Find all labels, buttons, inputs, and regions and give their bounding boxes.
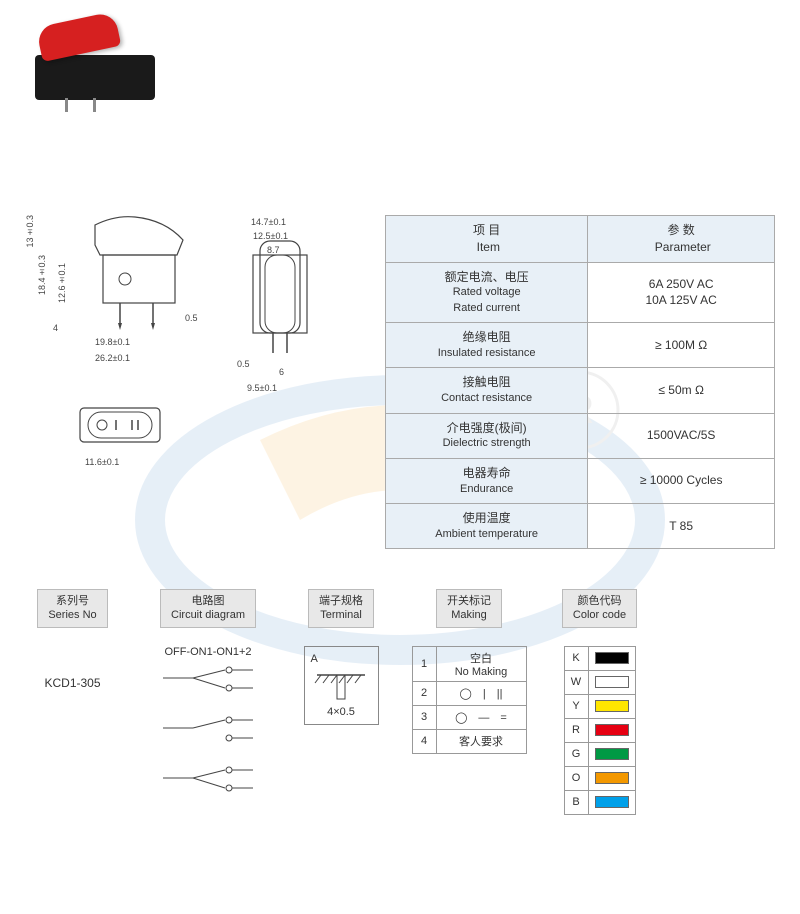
- spec-item: 介电强度(极间)Dielectric strength: [386, 413, 588, 458]
- making-column: 开关标记Making 1空白No Making2◯ | ||3◯ — =4客人要…: [404, 589, 534, 754]
- spec-param: T 85: [588, 503, 775, 548]
- circuit-label: OFF-ON1-ON1+2: [164, 646, 251, 658]
- dim-label: 14.7±0.1: [251, 217, 286, 227]
- spec-hdr-item-cn: 项 目: [396, 222, 577, 239]
- making-hdr-en: Making: [447, 608, 491, 622]
- color-hdr-cn: 颜色代码: [573, 594, 626, 608]
- color-code: R: [564, 718, 588, 742]
- dim-label: 6: [279, 367, 284, 377]
- circuit-hdr-cn: 电路图: [171, 594, 245, 608]
- color-code: B: [564, 790, 588, 814]
- color-swatch: [588, 694, 635, 718]
- dim-label: 8.7: [267, 245, 280, 255]
- series-value: KCD1-305: [44, 676, 100, 690]
- spec-table: 项 目 Item 参 数 Parameter 额定电流、电压Rated volt…: [385, 215, 775, 549]
- color-code: O: [564, 766, 588, 790]
- dim-label: 19.8±0.1: [95, 337, 130, 347]
- color-column: 颜色代码Color code KWYRGOB: [552, 589, 647, 815]
- spec-param: ≥ 10000 Cycles: [588, 458, 775, 503]
- color-code: Y: [564, 694, 588, 718]
- terminal-hdr-en: Terminal: [319, 608, 363, 622]
- circuit-diagram-icon: [153, 666, 263, 816]
- dim-label: 12.6±0.1: [57, 263, 67, 303]
- terminal-code: A: [311, 653, 372, 665]
- color-hdr-en: Color code: [573, 608, 626, 622]
- color-swatch: [588, 670, 635, 694]
- spec-item: 接触电阻Contact resistance: [386, 368, 588, 413]
- making-content: ◯ | ||: [436, 681, 526, 705]
- spec-param: 1500VAC/5S: [588, 413, 775, 458]
- making-content: ◯ — =: [436, 705, 526, 729]
- dim-label: 4: [53, 323, 58, 333]
- spec-item: 电器寿命Endurance: [386, 458, 588, 503]
- dim-label: 0.5: [185, 313, 198, 323]
- making-content: 空白No Making: [436, 646, 526, 681]
- dim-label: 11.6±0.1: [85, 457, 119, 467]
- series-hdr-cn: 系列号: [48, 594, 96, 608]
- color-swatch: [588, 718, 635, 742]
- spec-hdr-param-cn: 参 数: [598, 222, 764, 239]
- spec-hdr-item-en: Item: [477, 240, 500, 254]
- color-swatch: [588, 742, 635, 766]
- making-num: 2: [412, 681, 436, 705]
- making-hdr-cn: 开关标记: [447, 594, 491, 608]
- making-num: 4: [412, 729, 436, 753]
- dim-label: 18.4±0.3: [37, 255, 47, 295]
- color-code: G: [564, 742, 588, 766]
- spec-param: ≥ 100M Ω: [588, 323, 775, 368]
- terminal-spec: 4×0.5: [311, 706, 372, 718]
- product-photo: [25, 55, 165, 185]
- making-num: 3: [412, 705, 436, 729]
- terminal-icon: [311, 669, 371, 703]
- dim-label: 26.2±0.1: [95, 353, 130, 363]
- color-swatch: [588, 766, 635, 790]
- series-hdr-en: Series No: [48, 608, 96, 622]
- circuit-column: 电路图Circuit diagram OFF-ON1-ON1+2: [138, 589, 278, 816]
- dim-label: 9.5±0.1: [247, 383, 277, 393]
- terminal-hdr-cn: 端子规格: [319, 594, 363, 608]
- spec-param: 6A 250V AC10A 125V AC: [588, 262, 775, 323]
- dim-label: 13±0.3: [25, 215, 35, 248]
- technical-drawings: 13±0.3 18.4±0.3 12.6±0.1 4 19.8±0.1 26.2…: [25, 215, 365, 485]
- color-code: K: [564, 646, 588, 670]
- spec-item: 绝缘电阻Insulated resistance: [386, 323, 588, 368]
- color-code: W: [564, 670, 588, 694]
- making-content: 客人要求: [436, 729, 526, 753]
- spec-param: ≤ 50m Ω: [588, 368, 775, 413]
- dim-label: 0.5: [237, 359, 250, 369]
- spec-hdr-param-en: Parameter: [655, 240, 711, 254]
- spec-item: 额定电流、电压Rated voltageRated current: [386, 262, 588, 323]
- color-swatch: [588, 790, 635, 814]
- dim-label: 12.5±0.1: [253, 231, 288, 241]
- series-column: 系列号Series No KCD1-305: [25, 589, 120, 690]
- making-num: 1: [412, 646, 436, 681]
- terminal-column: 端子规格Terminal A 4×0.5: [296, 589, 386, 725]
- color-swatch: [588, 646, 635, 670]
- circuit-hdr-en: Circuit diagram: [171, 608, 245, 622]
- spec-item: 使用温度Ambient temperature: [386, 503, 588, 548]
